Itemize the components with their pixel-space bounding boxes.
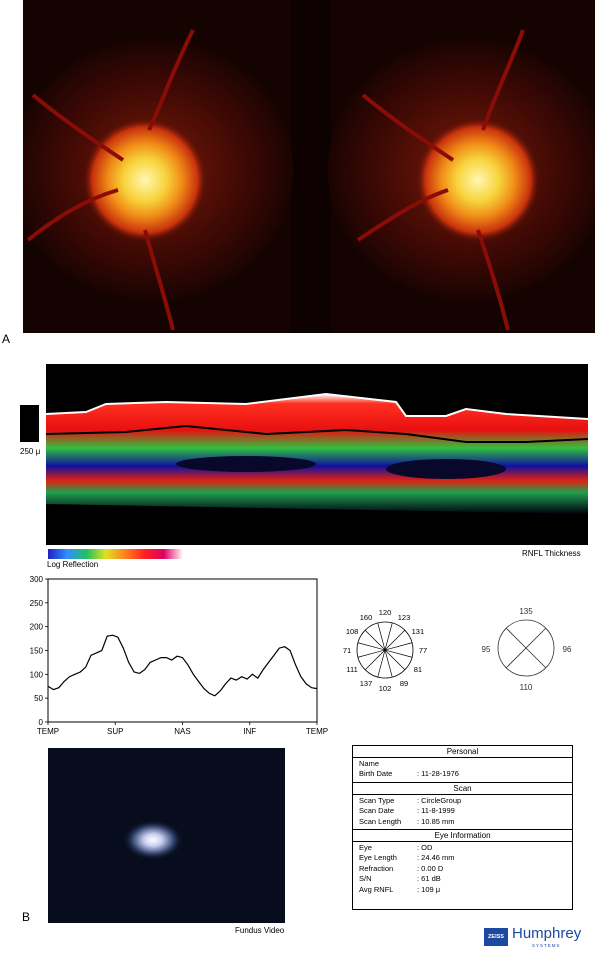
avg-rnfl-label: Avg RNFL [359,884,394,894]
fundus-video-image [48,748,285,923]
scan-date-value: : 11-8-1999 [417,806,455,816]
scan-date-label: Scan Date [359,806,395,816]
y-tick-label: 50 [34,694,43,703]
scale-bar [20,405,39,442]
clock-circle [356,621,414,679]
y-tick-label: 200 [30,623,44,632]
x-tick-group: TEMP SUP NAS INF TEMP [37,722,328,736]
quadrant-inf: 110 [520,683,533,692]
eye-length-label: Eye Length [359,853,397,863]
fundus-photo-pair [23,0,595,333]
name-label: Name [359,759,380,768]
scan-length-label: Scan Length [359,816,402,826]
clock-hour-value: 71 [343,646,351,655]
scale-label: 250 μ [20,447,41,456]
scan-length-value: : 10.85 mm [417,816,455,826]
y-tick-label: 250 [30,599,44,608]
quadrant-sup: 135 [519,607,533,616]
x-tick-label: TEMP [37,727,59,736]
right-optic-disc [416,118,540,242]
clock-hour-value: 131 [412,627,425,636]
clock-hour-value: 160 [360,613,373,622]
quadrant-diagram: 135 96 110 95 [482,607,572,692]
clock-hour-value: 120 [379,608,392,617]
sn-value: : 61 dB [417,874,441,884]
y-tick-label: 0 [39,718,44,727]
oct-svg [46,392,588,514]
humphrey-wordmark: Humphrey [512,925,582,942]
clock-sector-line [377,622,393,678]
eye-value: : OD [417,843,433,853]
avg-rnfl-value: : 109 μ [417,884,441,894]
patient-info-table: Personal Name Birth Date : 11-28-1976 Sca… [352,745,573,911]
rnfl-thickness-label: RNFL Thickness [522,549,581,558]
rnfl-series-line [47,634,318,697]
scan-type-label: Scan Type [359,795,395,805]
birth-date-value: : 11-28-1976 [417,769,459,779]
log-reflection-colorbar [48,549,183,559]
clock-hour-value: 81 [414,665,422,674]
log-reflection-label: Log Reflection [47,560,99,569]
systems-wordmark: SYSTEMS [532,943,561,948]
left-optic-disc [83,118,207,242]
clock-hour-value: 137 [360,679,373,688]
sn-label: S/N [359,874,372,884]
oct-scan-image [46,364,588,545]
fundus-photos-svg [23,0,595,333]
eye-length-value: : 24.46 mm [417,853,455,863]
rnfl-chart: 0 50 100 150 200 250 300 TEMP SUP NAS INF TEMP [30,575,328,736]
x-tick-label: INF [243,727,256,736]
x-tick-label: TEMP [306,727,328,736]
eye-info-header: Eye Information [353,830,572,843]
scan-type-value: : CircleGroup [417,795,462,805]
refraction-value: : 0.00 D [417,863,444,873]
y-tick-label: 150 [30,647,44,656]
scan-header: Scan [353,783,572,795]
y-tick-label: 100 [30,670,44,679]
fundus-video-label: Fundus Video [235,926,285,935]
chart-frame [47,578,318,723]
refraction-label: Refraction [359,863,394,873]
clock-hour-value: 108 [346,627,359,636]
personal-header: Personal [353,746,572,758]
panel-label-b: B [22,910,31,924]
clock-hour-value: 111 [346,665,357,674]
clock-hour-value: 123 [398,613,411,622]
eye-label: Eye [359,843,372,853]
panel-label-a: A [2,332,11,346]
birth-date-label: Birth Date [359,769,393,779]
y-tick-label: 300 [30,575,44,584]
clock-hour-value: 89 [400,679,408,688]
quadrant-temp: 95 [482,645,491,654]
clock-hour-value: 102 [379,684,392,693]
clock-hour-value: 77 [419,646,427,655]
x-tick-label: SUP [107,727,123,736]
quadrant-nas: 96 [563,645,572,654]
zeiss-logo: ZEISS [484,928,508,946]
x-tick-label: NAS [174,727,190,736]
y-tick-group: 0 50 100 150 200 250 300 [30,575,48,727]
